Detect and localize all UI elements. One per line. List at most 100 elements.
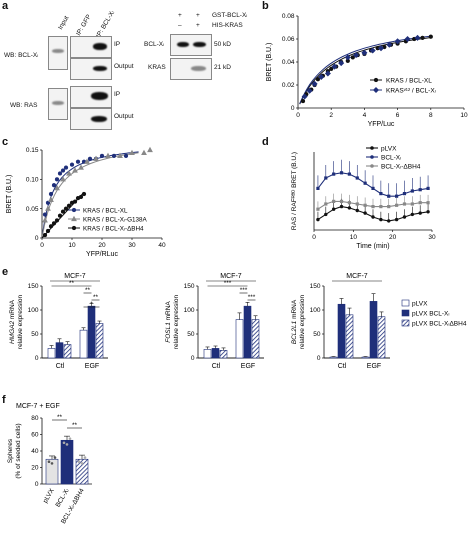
- d-point-series-2: [363, 203, 367, 207]
- d-point-series-0: [371, 215, 375, 219]
- c-legend-label-0: KRAS / BCL-XL: [83, 207, 128, 214]
- d-x-tick-label: 10: [350, 234, 358, 241]
- d-point-series-2: [387, 205, 391, 209]
- c-point-series-2: [42, 232, 48, 238]
- e1-bar: [211, 348, 220, 359]
- d-point-series-2: [355, 202, 359, 206]
- e2-y-label-2: relative expression: [299, 295, 306, 350]
- c-point-series-2: [72, 199, 78, 204]
- e2-category-label: Ctl: [338, 363, 347, 370]
- d-legend-marker-2: [370, 164, 374, 168]
- d-point-series-1: [347, 172, 351, 176]
- c-point-series-0: [69, 162, 75, 167]
- d-point-series-2: [402, 202, 407, 206]
- c-point-series-2: [57, 213, 63, 218]
- d-point-series-0: [394, 217, 399, 222]
- f-y-tick-label: 40: [31, 448, 39, 455]
- c-x-tick-label: 10: [68, 242, 76, 249]
- d-point-series-1: [332, 172, 336, 176]
- f-y-tick-label: 80: [31, 415, 39, 422]
- b-point-series-0: [428, 34, 433, 39]
- d-point-series-2: [379, 205, 383, 209]
- e0-sig-label: **: [93, 294, 99, 301]
- f-bar: [60, 439, 74, 485]
- e1-bar: [251, 319, 260, 359]
- c-point-series-2: [81, 191, 87, 197]
- e2-y-tick-label: 100: [310, 307, 321, 314]
- e1-y-label-2: relative expression: [173, 295, 180, 350]
- f-y-tick-label: 60: [31, 432, 39, 439]
- b-point-series-0: [300, 98, 306, 104]
- e0-category-label: EGF: [85, 363, 99, 370]
- b-point-series-0: [420, 35, 425, 41]
- d-point-series-0: [402, 215, 407, 219]
- c-point-series-1: [129, 149, 135, 156]
- fraction-output-1: Output: [114, 63, 134, 70]
- e1-bar: [235, 319, 244, 359]
- size-21kd: 21 kD: [214, 64, 231, 71]
- panel-f-label: f: [2, 394, 6, 406]
- c-point-series-2: [78, 194, 84, 200]
- c-point-series-2: [51, 221, 57, 226]
- b-x-tick-label: 2: [329, 112, 333, 119]
- b-point-series-1: [311, 80, 318, 87]
- b-point-series-1: [361, 49, 368, 56]
- e0-y-tick-label: 100: [28, 307, 39, 314]
- c-legend-marker-2: [71, 225, 77, 231]
- f-y-label: Spheres: [7, 438, 14, 463]
- d-point-series-0: [418, 211, 422, 215]
- b-x-tick-label: 4: [363, 112, 367, 119]
- fraction-output-2: Output: [114, 113, 134, 120]
- d-point-series-2: [371, 205, 375, 209]
- c-point-series-2: [45, 228, 51, 234]
- e1-sig-label: ***: [224, 280, 232, 287]
- d-legend-marker-0: [370, 146, 374, 150]
- e1-bar: [203, 349, 212, 359]
- c-point-series-2: [54, 218, 60, 223]
- d-point-series-1: [339, 171, 344, 175]
- b-y-tick-label: 0.04: [282, 59, 295, 66]
- output-blot-ras: [70, 108, 112, 130]
- fraction-ip-2: IP: [114, 91, 121, 98]
- e-legend-swatch-2: [401, 319, 410, 327]
- c-point-series-1: [66, 170, 72, 176]
- fraction-ip-1: IP: [114, 41, 121, 48]
- d-point-series-2: [418, 201, 422, 205]
- c-y-label: BRET (B.U.): [6, 175, 13, 214]
- e0-bar: [47, 348, 56, 359]
- e0-y-tick-label: 150: [28, 283, 39, 290]
- d-point-series-0: [379, 217, 383, 222]
- c-point-series-1: [84, 158, 90, 164]
- c-point-series-1: [54, 184, 60, 191]
- f-y-label-2: (% of seeded cells): [15, 423, 22, 478]
- chart-b: 0 2 4 6 8 10 0 0.02 0.04 0.06 0.08 YFP/Luc BRET (B.U…: [266, 13, 468, 128]
- d-point-series-2: [395, 203, 399, 207]
- c-legend-marker-1: [71, 215, 77, 222]
- panel-e-label: e: [2, 266, 9, 278]
- chart-d: 0 10 20 30 Time (min) RAS / RAFᴿᴮᴰ BRET (B.U.…: [291, 145, 436, 250]
- e0-y-tick-label: 50: [31, 331, 39, 338]
- cond-gst-bclxl: GST-BCL-Xₗ: [212, 12, 248, 19]
- e2-bar: [329, 356, 338, 359]
- b-point-series-1: [324, 70, 331, 77]
- d-point-series-0: [316, 217, 320, 222]
- b-point-series-1: [404, 35, 411, 43]
- c-y-tick-label: 0.10: [26, 177, 39, 184]
- f-sig-label: **: [72, 422, 78, 429]
- e1-bar: [243, 305, 252, 359]
- d-point-series-2: [426, 201, 430, 205]
- e0-bar: [79, 329, 88, 359]
- d-point-series-1: [426, 186, 430, 190]
- cond-his-kras: HIS-KRAS: [212, 22, 243, 29]
- panel-d-label: d: [262, 136, 269, 148]
- e0-sig-label: *: [90, 301, 93, 308]
- b-x-tick-label: 0: [296, 112, 300, 119]
- e1-category-label: Ctl: [212, 363, 221, 370]
- e2-bar: [369, 301, 378, 359]
- c-point-series-0: [99, 153, 105, 159]
- f-y-tick-label: 0: [35, 481, 39, 488]
- c-point-series-1: [117, 152, 123, 158]
- panel-c-label: c: [2, 136, 9, 148]
- c-point-series-0: [63, 165, 69, 170]
- b-point-series-1: [394, 38, 401, 45]
